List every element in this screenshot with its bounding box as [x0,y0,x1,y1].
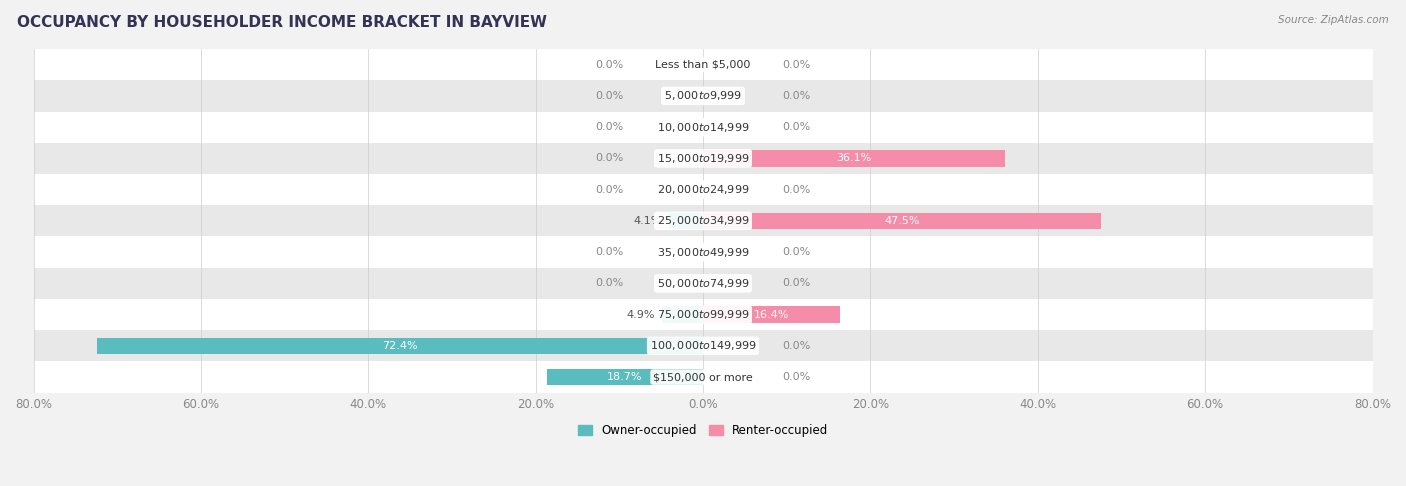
Text: Source: ZipAtlas.com: Source: ZipAtlas.com [1278,15,1389,25]
Text: 0.0%: 0.0% [595,278,623,288]
Text: $10,000 to $14,999: $10,000 to $14,999 [657,121,749,134]
Text: 0.0%: 0.0% [595,122,623,132]
Text: 0.0%: 0.0% [783,91,811,101]
Bar [34,330,1372,362]
Bar [34,80,1372,111]
Text: 47.5%: 47.5% [884,216,920,226]
Text: $75,000 to $99,999: $75,000 to $99,999 [657,308,749,321]
Text: 0.0%: 0.0% [783,247,811,257]
Text: 0.0%: 0.0% [783,122,811,132]
Bar [703,307,841,323]
Bar [547,369,703,385]
Bar [703,213,1101,229]
Text: $35,000 to $49,999: $35,000 to $49,999 [657,245,749,259]
Bar [34,111,1372,143]
Text: 18.7%: 18.7% [607,372,643,382]
Text: $50,000 to $74,999: $50,000 to $74,999 [657,277,749,290]
Bar [34,268,1372,299]
Text: 0.0%: 0.0% [783,278,811,288]
Bar [34,49,1372,80]
Text: $150,000 or more: $150,000 or more [654,372,752,382]
Text: OCCUPANCY BY HOUSEHOLDER INCOME BRACKET IN BAYVIEW: OCCUPANCY BY HOUSEHOLDER INCOME BRACKET … [17,15,547,30]
Text: 72.4%: 72.4% [382,341,418,351]
Text: 0.0%: 0.0% [595,185,623,194]
Text: 0.0%: 0.0% [783,185,811,194]
Text: 0.0%: 0.0% [595,91,623,101]
Text: $20,000 to $24,999: $20,000 to $24,999 [657,183,749,196]
Bar [97,338,703,354]
Text: Less than $5,000: Less than $5,000 [655,60,751,69]
Bar [34,143,1372,174]
Text: 0.0%: 0.0% [595,247,623,257]
Bar [34,237,1372,268]
Legend: Owner-occupied, Renter-occupied: Owner-occupied, Renter-occupied [572,419,834,442]
Bar [34,362,1372,393]
Text: 0.0%: 0.0% [783,341,811,351]
Text: 4.9%: 4.9% [627,310,655,320]
Text: 16.4%: 16.4% [754,310,789,320]
Bar [34,205,1372,237]
Text: 0.0%: 0.0% [783,372,811,382]
Text: 4.1%: 4.1% [634,216,662,226]
Text: 0.0%: 0.0% [595,154,623,163]
Text: 36.1%: 36.1% [837,154,872,163]
Text: $100,000 to $149,999: $100,000 to $149,999 [650,339,756,352]
Text: $5,000 to $9,999: $5,000 to $9,999 [664,89,742,103]
Text: 0.0%: 0.0% [783,60,811,69]
Bar [662,307,703,323]
Text: 0.0%: 0.0% [595,60,623,69]
Bar [703,150,1005,167]
Text: $15,000 to $19,999: $15,000 to $19,999 [657,152,749,165]
Bar [34,299,1372,330]
Bar [34,174,1372,205]
Bar [669,213,703,229]
Text: $25,000 to $34,999: $25,000 to $34,999 [657,214,749,227]
